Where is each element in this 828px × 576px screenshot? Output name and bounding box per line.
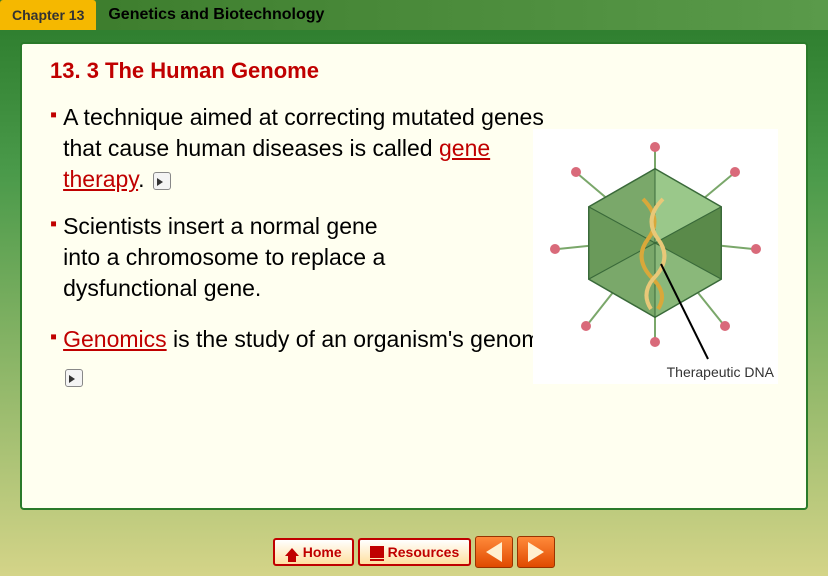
image-caption: Therapeutic DNA <box>667 364 774 380</box>
resources-button[interactable]: Resources <box>358 538 472 566</box>
bullet-text: Scientists insert a normal gene into a c… <box>63 211 413 304</box>
virus-svg <box>533 129 778 384</box>
prev-button[interactable] <box>475 536 513 568</box>
bullet-pre: Scientists insert a normal gene into a c… <box>63 213 385 301</box>
chapter-title: Genetics and Biotechnology <box>108 6 324 24</box>
section-title: 13. 3 The Human Genome <box>50 58 778 84</box>
home-button[interactable]: Home <box>273 538 354 566</box>
bullet-marker: ▪ <box>50 211 57 237</box>
chapter-tab-label: Chapter 13 <box>12 7 84 23</box>
bullet-text: Genomics is the study of an organism's g… <box>63 324 560 392</box>
footer-bar: Home Resources <box>0 536 828 568</box>
sound-icon[interactable] <box>153 172 171 190</box>
home-label: Home <box>303 544 342 560</box>
virus-diagram: Therapeutic DNA <box>533 129 778 384</box>
bullet-text: A technique aimed at correcting mutated … <box>63 102 553 195</box>
bullet-post: is the study of an organism's genome. <box>167 326 560 352</box>
next-button[interactable] <box>517 536 555 568</box>
bullet-marker: ▪ <box>50 102 57 128</box>
resources-icon <box>370 546 384 558</box>
bullet-post: . <box>138 166 144 192</box>
resources-label: Resources <box>388 544 460 560</box>
chapter-tab: Chapter 13 <box>0 0 96 30</box>
content-panel: 13. 3 The Human Genome ▪ A technique aim… <box>20 42 808 510</box>
header-bar: Chapter 13 Genetics and Biotechnology <box>0 0 828 30</box>
sound-icon[interactable] <box>65 369 83 387</box>
bullet-marker: ▪ <box>50 324 57 350</box>
home-icon <box>285 548 299 556</box>
term-link[interactable]: Genomics <box>63 326 167 352</box>
